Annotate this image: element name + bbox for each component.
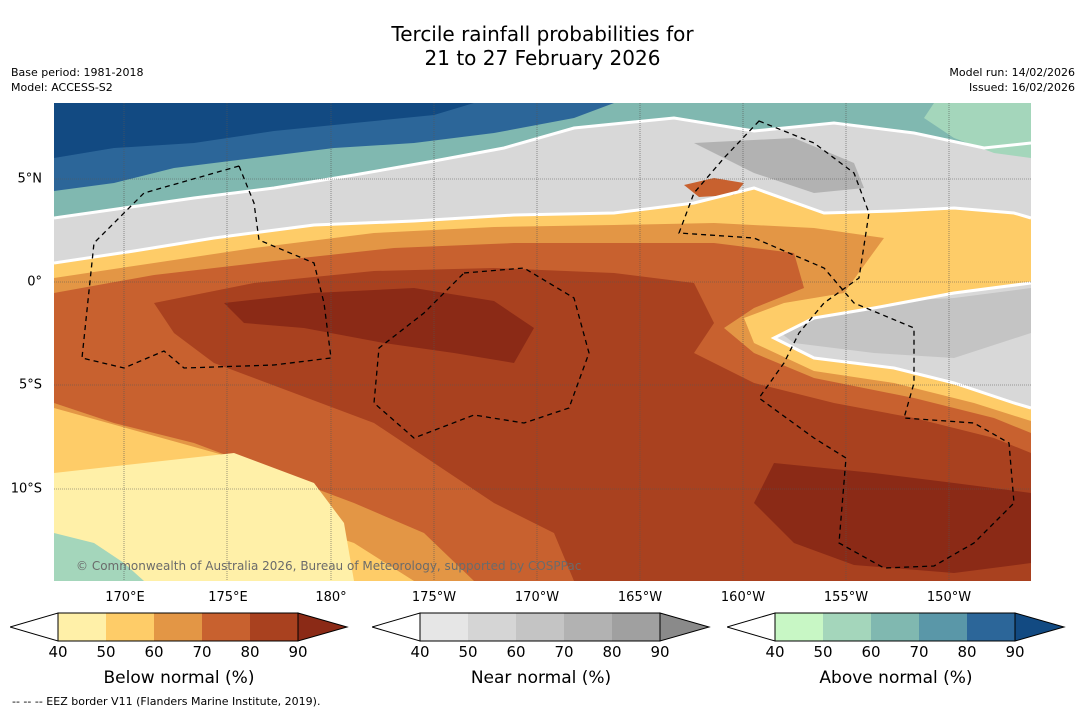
above-normal-sw	[54, 533, 144, 581]
contour-line-east	[770, 281, 1031, 410]
below-normal-orange-spot	[684, 178, 744, 197]
colorbar-near-extend-low	[372, 612, 421, 642]
lon-label-150w: 150°W	[926, 590, 972, 605]
colorbar-near-title: Near normal (%)	[470, 668, 612, 688]
lon-label-175w: 175°W	[411, 590, 457, 605]
colorbar-near-normal	[372, 612, 711, 642]
colorbar-below-extend-high	[297, 612, 349, 642]
below-normal-region-90	[224, 288, 534, 363]
contour-line-north	[54, 186, 1031, 265]
near-tick-80: 80	[602, 643, 622, 661]
colorbar-near-bin-70	[564, 613, 612, 641]
copyright-notice: © Commonwealth of Australia 2026, Bureau…	[76, 559, 581, 573]
colorbar-near-bin-40	[420, 613, 468, 641]
lat-label-10s: 10°S	[10, 481, 42, 497]
title-line-2: 21 to 27 February 2026	[424, 46, 661, 70]
colorbar-below-bin-70	[202, 613, 250, 641]
graticule	[54, 103, 1031, 581]
colorbar-below-extend-low	[10, 612, 59, 642]
colorbar-above-bin-40	[775, 613, 823, 641]
lon-label-165w: 165°W	[617, 590, 663, 605]
colorbar-near-bin-80	[612, 613, 660, 641]
lon-label-170e: 170°E	[105, 590, 145, 605]
above-tick-40: 40	[765, 643, 785, 661]
near-tick-60: 60	[506, 643, 526, 661]
colorbar-above-title: Above normal (%)	[819, 668, 973, 688]
below-tick-80: 80	[240, 643, 260, 661]
near-normal-patch-east	[754, 288, 1031, 358]
rainfall-probability-map: © Commonwealth of Australia 2026, Bureau…	[54, 103, 1031, 581]
lon-label-170w: 170°W	[514, 590, 560, 605]
colorbar-above-bin-70	[919, 613, 967, 641]
below-normal-region-90-south	[754, 463, 1031, 573]
below-normal-light-sw	[54, 453, 354, 581]
eez-border-west	[81, 165, 332, 369]
colorbar-below-normal	[10, 612, 349, 642]
eez-border-central	[373, 267, 590, 439]
below-tick-40: 40	[48, 643, 68, 661]
lat-label-0: 0°	[27, 274, 42, 290]
below-tick-90: 90	[288, 643, 308, 661]
title-line-1: Tercile rainfall probabilities for	[391, 22, 694, 46]
contour-line-above	[54, 116, 1031, 220]
colorbar-below-bin-80	[250, 613, 298, 641]
colorbar-below-title: Below normal (%)	[103, 668, 255, 688]
near-tick-50: 50	[458, 643, 478, 661]
colorbar-above-bin-80	[967, 613, 1015, 641]
eez-legend-note: -- -- -- EEZ border V11 (Flanders Marine…	[12, 695, 321, 708]
colorbar-above-normal	[727, 612, 1066, 642]
lon-label-180: 180°	[315, 590, 347, 605]
colorbar-near-bin-50	[468, 613, 516, 641]
lon-label-155w: 155°W	[823, 590, 869, 605]
near-normal-patch	[694, 138, 864, 193]
map-title: Tercile rainfall probabilities for 21 to…	[0, 22, 1085, 70]
colorbar-near-bin-60	[516, 613, 564, 641]
near-tick-70: 70	[554, 643, 574, 661]
above-tick-90: 90	[1005, 643, 1025, 661]
above-normal-region-ne	[924, 103, 1031, 158]
lon-label-175e: 175°E	[208, 590, 248, 605]
above-tick-50: 50	[813, 643, 833, 661]
colorbar-near-extend-high	[659, 612, 711, 642]
above-normal-region-north-max	[54, 103, 474, 158]
lon-label-160w: 160°W	[720, 590, 766, 605]
colorbar-above-bin-50	[823, 613, 871, 641]
near-tick-40: 40	[410, 643, 430, 661]
model-name: Model: ACCESS-S2	[11, 81, 113, 94]
lat-label-5n: 5°N	[17, 171, 43, 187]
model-run: Model run: 14/02/2026	[949, 66, 1075, 79]
colorbar-above-extend-high	[1014, 612, 1066, 642]
below-tick-50: 50	[96, 643, 116, 661]
below-tick-70: 70	[192, 643, 212, 661]
lat-label-5s: 5°S	[18, 377, 42, 393]
below-tick-60: 60	[144, 643, 164, 661]
above-tick-80: 80	[957, 643, 977, 661]
colorbar-above-bin-60	[871, 613, 919, 641]
meta-right: Model run: 14/02/2026 Issued: 16/02/2026	[949, 65, 1075, 95]
above-tick-70: 70	[909, 643, 929, 661]
colorbar-below-bin-50	[106, 613, 154, 641]
colorbar-above-extend-low	[727, 612, 776, 642]
colorbar-below-bin-40	[58, 613, 106, 641]
base-period: Base period: 1981-2018	[11, 66, 144, 79]
eez-borders	[81, 120, 1015, 569]
meta-left: Base period: 1981-2018 Model: ACCESS-S2	[11, 65, 143, 95]
eez-border-east	[678, 120, 1015, 569]
above-tick-60: 60	[861, 643, 881, 661]
colorbar-below-bin-60	[154, 613, 202, 641]
issued-date: Issued: 16/02/2026	[968, 81, 1075, 94]
near-tick-90: 90	[650, 643, 670, 661]
